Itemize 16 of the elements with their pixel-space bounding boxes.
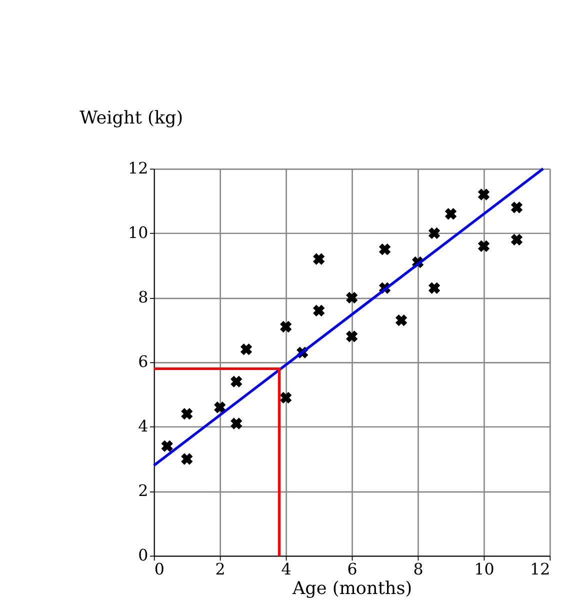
y-tick-label: 10 [128, 223, 148, 242]
x-tick-label: 6 [347, 560, 358, 579]
y-tick-label: 6 [138, 352, 148, 372]
y-tick-label: 0 [138, 546, 148, 565]
y-tick-label: 4 [138, 416, 148, 436]
y-tick-label: 12 [128, 158, 148, 178]
x-tick-label: 0 [154, 560, 164, 579]
x-tick-label: 8 [413, 560, 424, 579]
y-tick-label: 2 [138, 481, 148, 500]
y-tick-label: 8 [138, 288, 148, 307]
x-tick-label: 2 [215, 560, 226, 579]
x-axis-title: Age (months) [291, 578, 412, 599]
x-tick-label: 4 [281, 560, 292, 579]
y-axis-title: Weight (kg) [80, 108, 184, 128]
x-tick-label: 12 [530, 560, 550, 579]
x-tick-label: 10 [474, 560, 494, 579]
